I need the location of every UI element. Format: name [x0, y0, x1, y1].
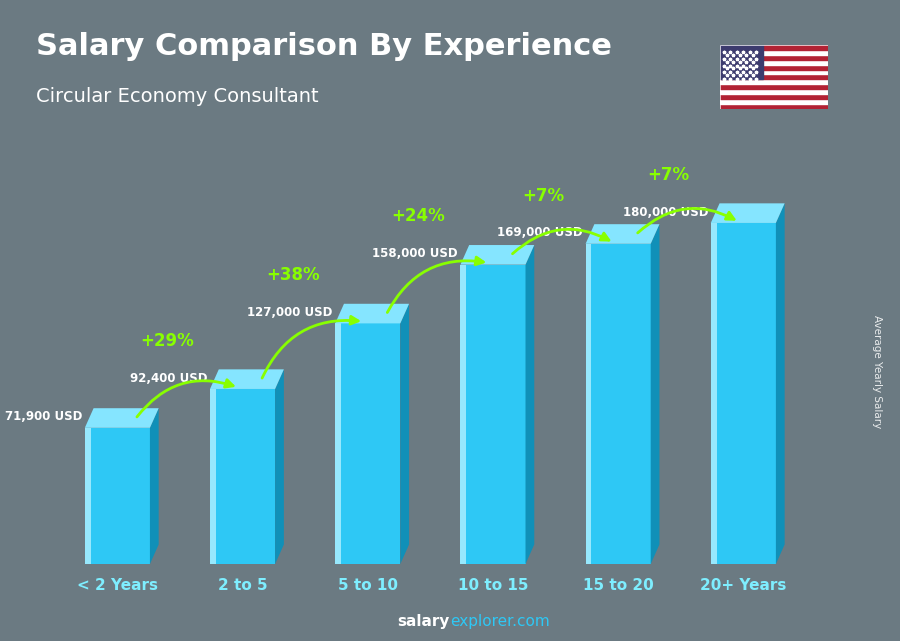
Text: Average Yearly Salary: Average Yearly Salary [872, 315, 883, 428]
Bar [720, 89, 828, 94]
Text: +7%: +7% [522, 187, 564, 204]
Bar [586, 244, 651, 564]
Bar [210, 389, 216, 564]
Text: +24%: +24% [391, 208, 445, 226]
Bar [586, 244, 591, 564]
Polygon shape [586, 224, 660, 244]
Text: 169,000 USD: 169,000 USD [498, 226, 583, 240]
Bar [210, 389, 275, 564]
Bar [711, 223, 776, 564]
FancyArrowPatch shape [387, 257, 483, 313]
Bar [720, 74, 828, 79]
Text: Salary Comparison By Experience: Salary Comparison By Experience [36, 32, 612, 61]
Bar [720, 69, 828, 74]
Text: 180,000 USD: 180,000 USD [623, 206, 708, 219]
Bar [335, 324, 400, 564]
Bar [85, 428, 150, 564]
Polygon shape [400, 304, 410, 564]
Polygon shape [275, 369, 284, 564]
Bar [461, 265, 526, 564]
Text: +38%: +38% [266, 266, 320, 284]
Polygon shape [85, 408, 158, 428]
Polygon shape [150, 408, 158, 564]
Polygon shape [711, 203, 785, 223]
Bar [720, 65, 828, 69]
Text: Circular Economy Consultant: Circular Economy Consultant [36, 87, 319, 106]
FancyArrowPatch shape [512, 229, 609, 254]
Bar [720, 54, 828, 60]
Bar [720, 45, 763, 79]
FancyArrowPatch shape [262, 317, 358, 378]
Bar [335, 324, 341, 564]
Bar [720, 60, 828, 65]
Text: 158,000 USD: 158,000 USD [373, 247, 458, 260]
Bar [711, 223, 716, 564]
Text: +29%: +29% [140, 332, 194, 350]
Bar [720, 94, 828, 99]
Text: explorer.com: explorer.com [450, 615, 550, 629]
Text: 127,000 USD: 127,000 USD [248, 306, 333, 319]
Bar [720, 50, 828, 54]
Bar [720, 99, 828, 104]
Polygon shape [651, 224, 660, 564]
FancyArrowPatch shape [638, 208, 734, 233]
Bar [720, 45, 828, 50]
FancyArrowPatch shape [137, 379, 233, 417]
Bar [720, 104, 828, 109]
Bar [720, 85, 828, 89]
Text: salary: salary [398, 615, 450, 629]
Bar [720, 79, 828, 85]
Polygon shape [210, 369, 284, 389]
Polygon shape [526, 245, 535, 564]
Bar [461, 265, 466, 564]
Bar [85, 428, 91, 564]
Polygon shape [776, 203, 785, 564]
Text: 92,400 USD: 92,400 USD [130, 372, 208, 385]
Polygon shape [461, 245, 535, 265]
Text: 71,900 USD: 71,900 USD [4, 410, 82, 424]
Polygon shape [335, 304, 410, 324]
Text: +7%: +7% [647, 166, 689, 184]
